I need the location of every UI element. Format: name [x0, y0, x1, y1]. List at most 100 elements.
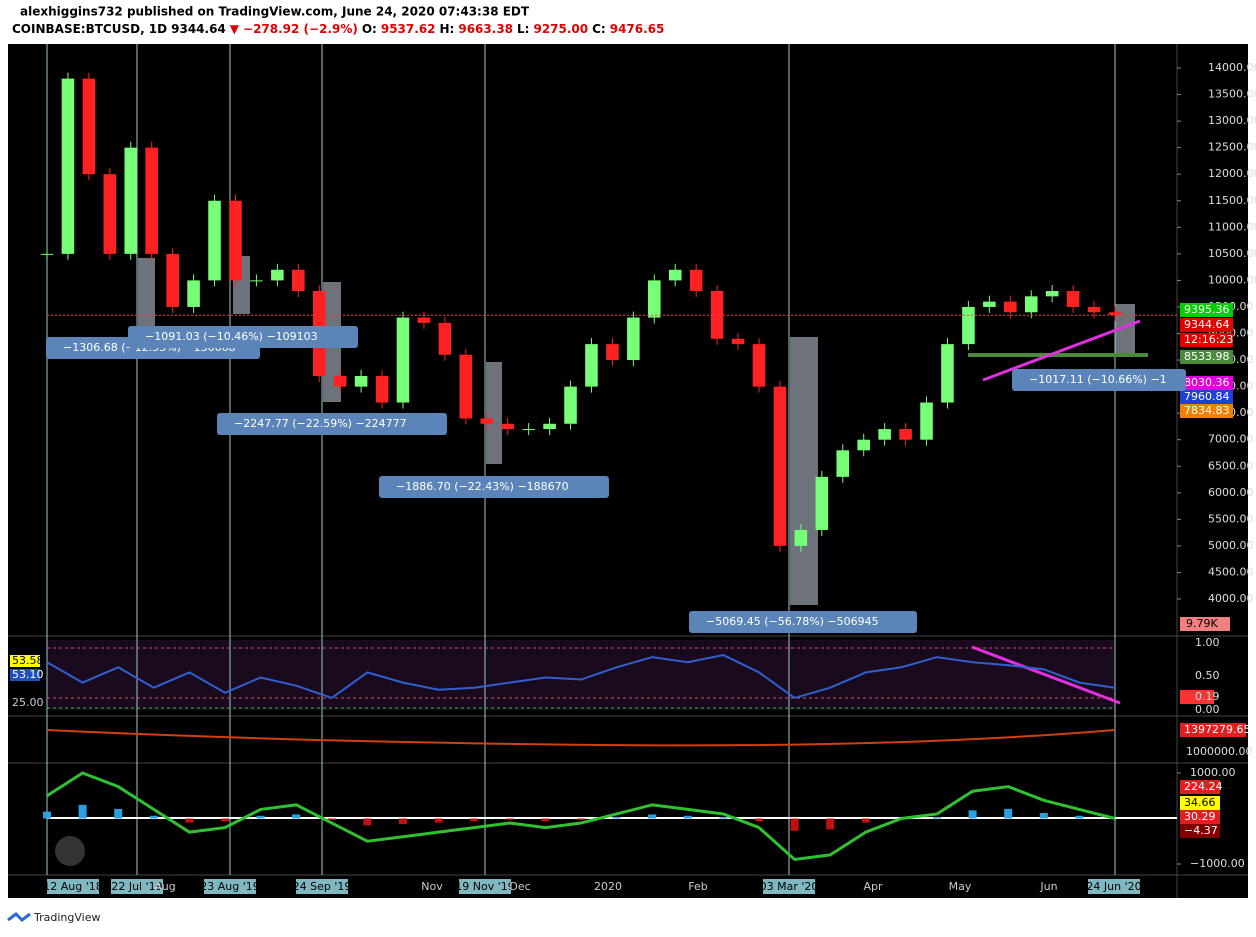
price-tag-label: 7834.83 — [1184, 404, 1230, 417]
macd-bar — [327, 818, 336, 820]
price-tick-label: 13000.00 — [1208, 114, 1256, 127]
rsi-left-label: 53.58 — [12, 654, 44, 667]
candle — [40, 253, 54, 255]
volume-tag-label: 9.79K — [1186, 617, 1218, 630]
candle — [773, 386, 787, 546]
candle — [1108, 312, 1122, 315]
obv-tag — [1180, 723, 1246, 737]
price-tick-label: 10500.00 — [1208, 247, 1256, 260]
symbol: COINBASE:BTCUSD, 1D — [12, 22, 167, 36]
candle — [1004, 301, 1017, 313]
candle — [124, 147, 138, 254]
candle — [1045, 291, 1059, 297]
time-tag — [111, 879, 163, 894]
candle — [878, 429, 891, 440]
price-tag — [1180, 350, 1233, 364]
candle — [61, 78, 75, 254]
price-tick-label: 13500.00 — [1208, 88, 1256, 101]
macd-tag-label: 30.29 — [1184, 810, 1216, 823]
candle — [459, 354, 473, 419]
rsi-right-label: 0.19 — [1195, 690, 1220, 703]
rsi-line — [46, 654, 1116, 700]
trendline — [982, 319, 1141, 382]
price-tick-label: 6000.00 — [1208, 486, 1254, 499]
candle — [145, 147, 158, 254]
macd-tag-label: −4.37 — [1184, 824, 1218, 837]
time-label: 24 Jun '20 — [1086, 880, 1141, 893]
macd-bar — [221, 818, 229, 822]
candle — [689, 269, 703, 292]
published: alexhiggins732 published on TradingView.… — [20, 5, 530, 19]
candle — [501, 423, 514, 430]
time-tag — [204, 879, 256, 894]
candle — [166, 253, 179, 307]
macd-bar — [719, 817, 728, 819]
price-tag — [1180, 404, 1233, 418]
time-label: Dec — [509, 880, 530, 893]
time-tag — [296, 879, 348, 894]
measure-label-bg — [379, 476, 609, 498]
price-tick-label: 6500.00 — [1208, 459, 1254, 472]
measure-label-bg — [689, 611, 917, 633]
time-label: 19 Nov '19 — [455, 880, 514, 893]
time-label: May — [949, 880, 972, 893]
candle — [354, 375, 368, 387]
candle — [585, 344, 598, 387]
rsi-trendline — [971, 645, 1121, 705]
time-tag — [47, 879, 99, 894]
macd-bar — [790, 818, 799, 831]
macd-bar — [434, 818, 443, 823]
macd-bar — [185, 818, 194, 823]
time-tag — [763, 879, 815, 894]
candle — [271, 269, 284, 281]
measure-label-bg — [1012, 369, 1186, 391]
tv-button[interactable] — [55, 836, 85, 866]
macd-bar — [826, 818, 835, 830]
ohlc-label: C: — [592, 22, 606, 36]
footer-brand: TradingView — [33, 911, 100, 924]
macd-bar — [933, 817, 941, 819]
candle — [82, 78, 96, 175]
candle — [208, 200, 221, 281]
rsi-left-label: 75.00 — [12, 645, 44, 658]
change: −278.92 (−2.9%) — [243, 22, 358, 36]
macd-bar — [292, 814, 301, 819]
rsi-tag — [10, 669, 40, 681]
time-label: Aug — [154, 880, 175, 893]
time-label: Nov — [421, 880, 443, 893]
ohlc-value: 9476.65 — [610, 22, 665, 36]
candle — [1066, 291, 1080, 307]
rsi-left-label: 25.00 — [12, 696, 44, 709]
time-label: Feb — [688, 880, 707, 893]
candle — [564, 386, 577, 424]
range-boxes — [138, 256, 1135, 605]
price-tick-label: 12000.00 — [1208, 167, 1256, 180]
macd-bar — [683, 815, 692, 819]
time-label: 2020 — [594, 880, 622, 893]
macd-tick-label: −1000.00 — [1190, 857, 1245, 870]
time-label: 12 Aug '18 — [43, 880, 103, 893]
candle — [480, 418, 494, 424]
macd-tag — [1180, 796, 1220, 810]
time-label: 03 Mar '20 — [760, 880, 819, 893]
logo — [7, 912, 31, 922]
candle — [836, 450, 850, 477]
macd-bar — [1075, 815, 1084, 819]
symbol-line: COINBASE:BTCUSD, 1D 9344.64 ▼ −278.92 (−2.9… — [12, 22, 664, 36]
candle — [543, 423, 556, 430]
macd-bar — [541, 818, 550, 822]
price-tag — [1180, 318, 1233, 332]
measure-label: −5069.45 (−56.78%) −506945 — [706, 615, 879, 628]
price-tick-label: 11500.00 — [1208, 194, 1256, 207]
price-tick-label: 14000.00 — [1208, 61, 1256, 74]
candle — [941, 344, 954, 403]
measure-label-bg — [217, 413, 447, 435]
time-label: 23 Aug '19 — [200, 880, 260, 893]
candle — [103, 174, 117, 254]
macd-bar — [612, 817, 621, 819]
candle — [794, 529, 808, 546]
ohlc-label: L: — [517, 22, 529, 36]
ohlc-value: 9537.62 — [381, 22, 436, 36]
time-label: 24 Sep '19 — [293, 880, 352, 893]
candle — [668, 269, 682, 281]
